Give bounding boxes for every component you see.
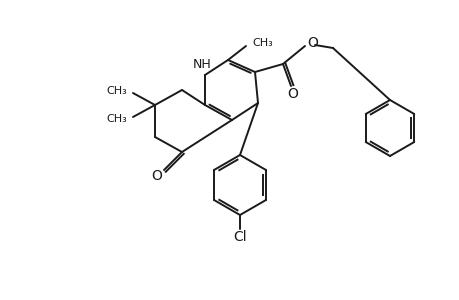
Text: CH₃: CH₃ — [106, 86, 127, 96]
Text: O: O — [287, 87, 298, 101]
Text: NH: NH — [192, 58, 211, 70]
Text: O: O — [307, 36, 318, 50]
Text: CH₃: CH₃ — [106, 114, 127, 124]
Text: CH₃: CH₃ — [252, 38, 272, 48]
Text: O: O — [151, 169, 162, 183]
Text: Cl: Cl — [233, 230, 246, 244]
